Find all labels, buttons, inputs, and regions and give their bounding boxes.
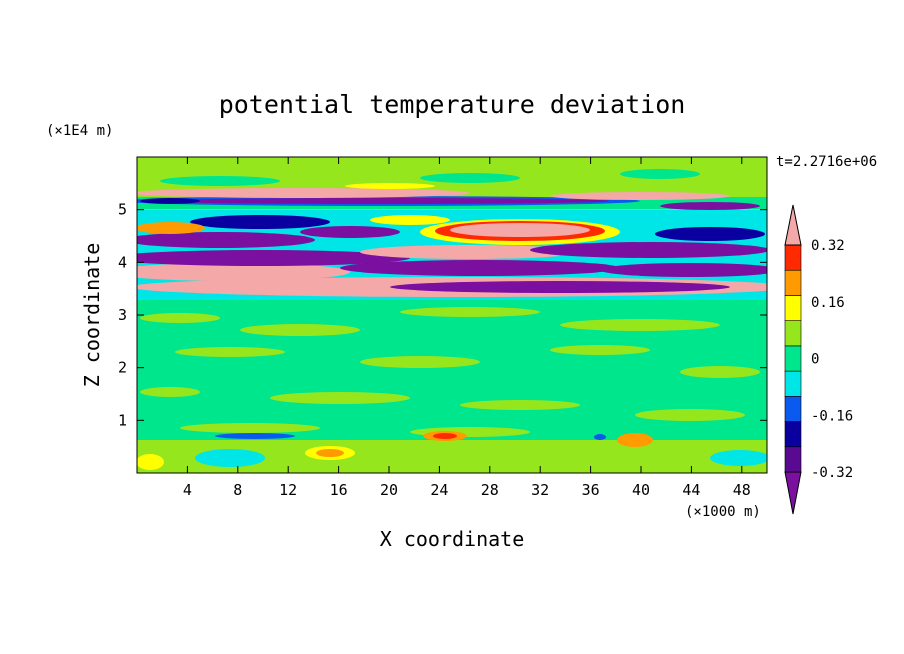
y-unit-label: (×1E4 m): [46, 123, 113, 139]
y-tick-label: 3: [118, 306, 127, 324]
field-active-layers: [137, 215, 767, 297]
colorbar-swatch: [784, 396, 802, 422]
colorbar-label: 0.16: [811, 295, 845, 311]
colorbar-label: 0.32: [811, 238, 845, 254]
colorbar-label: -0.32: [811, 465, 853, 481]
colorbar-label: -0.16: [811, 408, 853, 424]
x-unit-label: (×1000 m): [685, 504, 761, 520]
x-tick-label: 8: [233, 481, 242, 499]
x-tick-label: 16: [330, 481, 348, 499]
y-axis-label: Z coordinate: [80, 243, 104, 388]
field-surface-patches: [137, 431, 767, 470]
y-tick-label: 2: [118, 359, 127, 377]
y-tick-label: 5: [118, 201, 127, 219]
x-tick-label: 44: [682, 481, 700, 499]
colorbar-swatch: [784, 421, 802, 448]
x-tick-label: 20: [380, 481, 398, 499]
colorbar-label: 0: [811, 352, 819, 368]
y-tick-label: 1: [118, 411, 127, 429]
x-tick-label: 24: [430, 481, 448, 499]
colorbar-swatch: [784, 269, 802, 296]
y-axis-ticks: 1 2 3 4 5: [118, 201, 767, 429]
x-axis-label: X coordinate: [380, 527, 525, 551]
colorbar: 0.32 0.16 0 -0.16 -0.32: [784, 204, 853, 515]
contour-field: [137, 157, 767, 473]
colorbar-extend-high: [784, 204, 802, 246]
x-axis-ticks: 4 8 12 16 20 24 28 32 36 40 44 48: [183, 157, 751, 499]
colorbar-swatch: [784, 320, 802, 347]
x-tick-label: 32: [531, 481, 549, 499]
x-tick-label: 36: [582, 481, 600, 499]
colorbar-swatch: [784, 446, 802, 473]
chart-title: potential temperature deviation: [219, 90, 686, 119]
colorbar-swatch: [784, 370, 802, 397]
colorbar-swatch: [784, 295, 802, 321]
colorbar-swatch: [784, 244, 802, 271]
x-tick-label: 12: [279, 481, 297, 499]
colorbar-extend-low: [784, 471, 802, 515]
colorbar-swatch: [784, 345, 802, 372]
x-tick-label: 40: [632, 481, 650, 499]
x-tick-label: 4: [183, 481, 192, 499]
x-tick-label: 28: [481, 481, 499, 499]
time-label: t=2.2716e+06: [776, 154, 877, 170]
y-tick-label: 4: [118, 253, 127, 271]
x-tick-label: 48: [733, 481, 751, 499]
field-top-patches: [160, 169, 700, 189]
field-upper-layers: [137, 188, 767, 210]
